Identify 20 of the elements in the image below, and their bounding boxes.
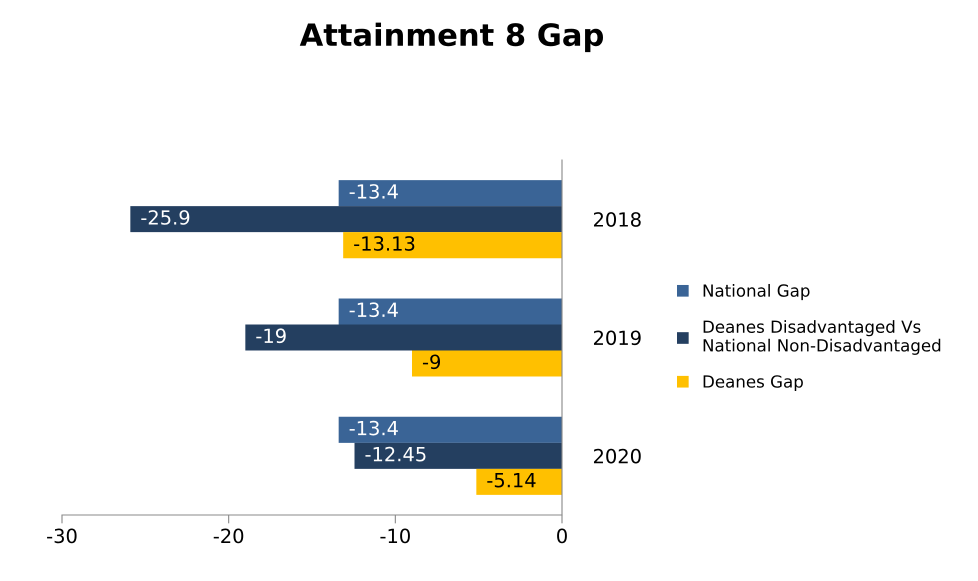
chart-title: Attainment 8 Gap: [300, 22, 603, 52]
legend-label: Deanes Disadvantaged Vs National Non-Disadvantaged: [704, 320, 940, 355]
data-label: -5.14: [487, 473, 536, 488]
data-label: -12.45: [365, 446, 426, 462]
data-label: -13.13: [354, 236, 414, 251]
data-label: -13.4: [350, 420, 398, 436]
data-label: -13.4: [350, 302, 398, 318]
y-tick-label: 2019: [594, 330, 641, 346]
x-tick-label: -20: [214, 528, 244, 544]
y-tick-label: 2018: [594, 212, 641, 227]
data-label: -19: [256, 328, 286, 344]
legend-label: National Gap: [704, 284, 810, 300]
data-label: -25.9: [141, 210, 190, 225]
y-tick-label: 2020: [594, 448, 641, 464]
data-label: -9: [422, 354, 440, 370]
x-tick-label: -10: [380, 528, 410, 544]
data-label: -13.4: [350, 184, 398, 199]
legend-label: Deanes Gap: [704, 375, 803, 392]
x-tick-label: -30: [47, 528, 77, 544]
x-tick-label: 0: [557, 528, 567, 544]
